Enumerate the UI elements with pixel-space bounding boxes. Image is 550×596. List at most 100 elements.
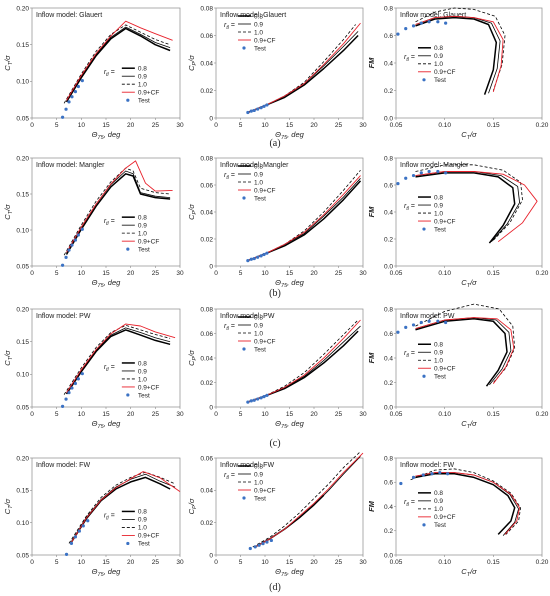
legend-label: 0.9+CF [434,514,456,521]
plot-frame [215,457,364,556]
x-tick-label: 30 [359,270,367,277]
y-tick-label: 0.15 [16,191,29,198]
test-point [60,115,65,119]
legend-label: 0.9+CF [434,218,456,225]
test-point [444,171,448,175]
series-line-0-9-CF [66,160,173,253]
legend-label: 1.0 [254,330,263,337]
y-tick-label: 0.8 [384,306,393,313]
x-tick-label: 30 [176,411,184,418]
x-tick-label: 0.15 [487,122,500,129]
legend-label: 0.8 [254,13,263,20]
legend-label: 0.8 [254,314,263,321]
x-axis-label: Θ75, deg [275,567,304,578]
test-point [76,377,80,381]
x-tick-label: 30 [359,411,367,418]
plot-frame [31,457,181,556]
legend-marker [242,46,246,50]
legend-label: 0.9+CF [254,338,276,345]
x-tick-label: 0.10 [438,411,451,418]
x-tick-label: 15 [102,559,110,566]
x-tick-label: 30 [359,122,367,129]
test-point [438,470,442,475]
y-tick-label: 0.4 [384,209,393,216]
y-axis-label: CP/σ [187,204,198,220]
test-point [86,519,90,523]
x-tick-label: 0 [214,122,218,129]
y-tick-label: 0.6 [384,480,393,487]
legend-label: 1.0 [138,376,147,383]
x-tick-label: 15 [286,559,294,566]
legend-marker [242,496,246,500]
test-point [249,257,253,261]
legend-label: 1.0 [434,358,443,365]
series-line-0-9 [415,15,501,94]
series-line-0-8 [65,329,171,395]
test-point [269,538,273,543]
inflow-model-label: Inflow model: Mangler [36,162,105,169]
legend-label: Test [254,45,266,52]
series-line-0-9-CF [415,15,504,93]
x-tick-label: 20 [310,270,318,277]
x-axis-label: CT/σ [461,419,477,430]
test-point [67,391,71,395]
legend-header: rtl = [404,350,415,359]
legend-marker [422,523,426,527]
x-tick-label: 20 [310,559,318,566]
x-tick-label: 10 [78,559,86,566]
test-point [427,169,431,174]
x-tick-label: 10 [78,270,86,277]
x-axis-label: Θ75, deg [275,278,304,289]
test-point [69,541,74,545]
y-tick-label: 0.0 [384,263,393,270]
test-point [80,227,84,231]
x-axis-label: Θ75, deg [92,278,121,289]
legend-label: 0.8 [254,463,263,470]
chart-panel: 0.05 0.10 0.15 0.20 0.0 0.2 0.4 0.6 0.8 CT/σ FM Inf… [367,303,549,430]
series-line-0-9 [255,456,361,548]
x-tick-label: 10 [261,559,269,566]
chart-panel: 0 5 10 15 20 25 30 0 0.02 0.04 0.06 0.08 Θ75, deg CP/… [187,306,367,430]
y-tick-label: 0.2 [384,528,393,535]
y-tick-label: 0.8 [384,455,393,462]
legend-marker [126,98,130,102]
test-point [249,399,253,403]
x-tick-label: 5 [55,270,59,277]
test-point [77,529,81,533]
legend-marker [422,227,426,231]
series-line-1-0 [252,451,361,548]
test-point [76,84,80,89]
y-tick-label: 0.08 [200,306,213,313]
test-point [256,107,260,111]
y-tick-label: 0.04 [200,60,213,67]
x-tick-label: 0.15 [487,559,500,566]
y-tick-label: 0.05 [16,263,29,270]
test-point [249,109,253,113]
inflow-model-label: Inflow model: FW [36,462,90,469]
test-point [70,95,74,99]
legend-label: 0.9 [254,21,263,28]
legend-marker [126,247,130,251]
legend-label: 0.9+CF [138,533,160,540]
inflow-model-label: Inflow model: FW [400,462,454,469]
x-axis-label: Θ75, deg [92,567,121,578]
series-line-0-8 [415,16,498,95]
legend-label: 0.9 [434,498,443,505]
y-tick-label: 0.0 [384,115,393,122]
test-point [436,20,440,24]
plot-frame [215,7,364,119]
test-point [427,20,431,24]
series-line-0-9-CF [415,472,521,535]
series-line-1-0 [247,169,361,261]
series-line-0-9-CF [415,171,538,243]
legend-label: Test [138,246,150,253]
legend-label: 0.8 [434,194,443,201]
test-point [259,106,263,110]
x-tick-label: 20 [127,270,135,277]
test-point [73,381,78,386]
test-point [411,323,416,327]
x-tick-label: 0 [30,122,34,129]
